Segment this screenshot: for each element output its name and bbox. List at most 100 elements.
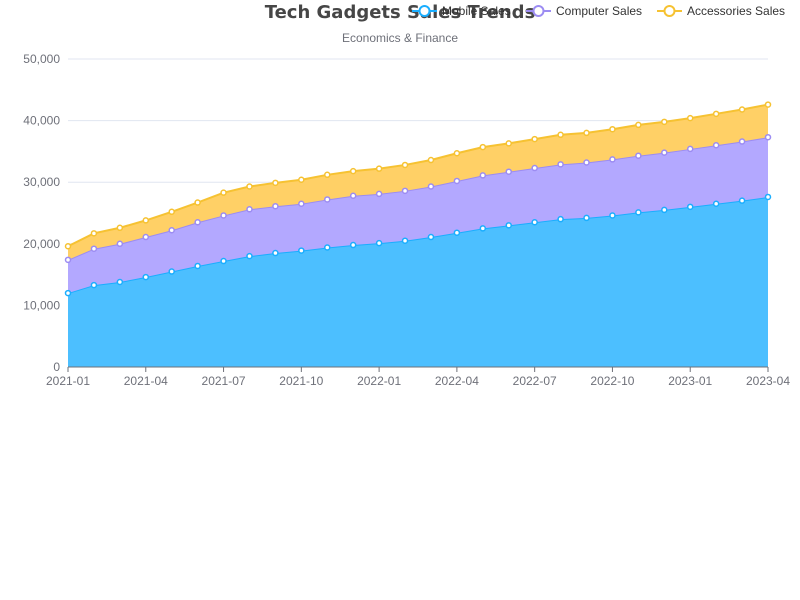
data-point[interactable] [401, 161, 409, 169]
data-point[interactable] [686, 114, 694, 122]
data-point[interactable] [246, 183, 253, 190]
data-point[interactable] [64, 256, 72, 264]
data-point[interactable] [583, 129, 590, 137]
legend-label: Accessories Sales [687, 4, 785, 18]
y-tick-label: 50,000 [23, 52, 60, 66]
data-point[interactable] [168, 208, 175, 216]
data-point[interactable] [220, 189, 227, 196]
data-point[interactable] [142, 233, 150, 241]
data-point[interactable] [609, 212, 616, 219]
data-point[interactable] [324, 244, 331, 251]
legend-label: Computer Sales [556, 4, 642, 18]
data-point[interactable] [686, 145, 694, 153]
data-point[interactable] [64, 243, 72, 250]
data-point[interactable] [220, 212, 227, 219]
data-point[interactable] [90, 230, 98, 237]
data-point[interactable] [64, 289, 72, 297]
data-point[interactable] [142, 217, 150, 224]
x-tick-label: 2021-07 [202, 374, 246, 388]
data-point[interactable] [764, 101, 772, 108]
data-point[interactable] [168, 226, 175, 234]
data-point[interactable] [531, 135, 538, 143]
data-point[interactable] [609, 125, 616, 133]
data-point[interactable] [635, 209, 642, 216]
data-point[interactable] [427, 156, 435, 164]
data-point[interactable] [116, 278, 124, 286]
data-point[interactable] [661, 149, 668, 156]
x-tick-label: 2021-10 [279, 374, 323, 388]
series-line-accessories-sales [67, 103, 769, 248]
data-point[interactable] [557, 161, 564, 168]
data-point[interactable] [738, 106, 746, 113]
data-point[interactable] [401, 237, 409, 244]
data-point[interactable] [90, 245, 98, 252]
data-point[interactable] [764, 133, 772, 141]
data-point[interactable] [142, 273, 150, 281]
data-point[interactable] [712, 200, 720, 208]
data-point[interactable] [427, 183, 435, 190]
data-point[interactable] [246, 252, 253, 260]
data-point[interactable] [324, 196, 331, 203]
legend-item-accessories-sales[interactable]: Accessories Sales [657, 4, 785, 18]
data-point[interactable] [298, 176, 305, 183]
data-point[interactable] [246, 206, 253, 213]
data-point[interactable] [531, 218, 538, 226]
data-point[interactable] [764, 193, 772, 201]
data-point[interactable] [427, 233, 435, 241]
data-point[interactable] [479, 225, 487, 232]
data-point[interactable] [375, 239, 383, 247]
data-point[interactable] [194, 199, 201, 206]
data-point[interactable] [738, 197, 746, 204]
legend-item-computer-sales[interactable]: Computer Sales [526, 4, 642, 18]
data-point[interactable] [453, 177, 461, 185]
data-point[interactable] [453, 229, 461, 236]
data-point[interactable] [557, 215, 564, 223]
data-point[interactable] [479, 172, 487, 179]
data-point[interactable] [505, 140, 512, 147]
data-point[interactable] [349, 241, 357, 249]
x-tick-label: 2022-01 [357, 374, 401, 388]
data-point[interactable] [635, 152, 642, 159]
y-axis: 0 10,000 20,000 30,000 40,000 50,000 [23, 52, 60, 374]
data-point[interactable] [661, 206, 668, 214]
data-point[interactable] [298, 200, 305, 208]
data-point[interactable] [738, 138, 746, 145]
data-point[interactable] [505, 222, 512, 229]
chart-subtitle: Economics & Finance [342, 31, 458, 45]
data-point[interactable] [272, 179, 279, 187]
data-point[interactable] [583, 214, 590, 222]
legend[interactable]: Mobile Sales Computer Sales Accessories Sa… [412, 4, 785, 18]
data-point[interactable] [712, 141, 720, 149]
data-point[interactable] [401, 187, 409, 195]
data-point[interactable] [661, 118, 668, 126]
data-point[interactable] [375, 190, 383, 198]
data-point[interactable] [712, 110, 720, 118]
data-point[interactable] [194, 218, 201, 226]
y-tick-label: 10,000 [23, 298, 60, 312]
data-point[interactable] [116, 240, 124, 248]
data-point[interactable] [272, 249, 279, 257]
data-point[interactable] [116, 224, 124, 232]
data-point[interactable] [90, 281, 98, 289]
data-point[interactable] [635, 121, 642, 129]
area-accessories-sales [68, 104, 768, 260]
data-point[interactable] [349, 167, 357, 175]
data-point[interactable] [686, 203, 694, 211]
data-point[interactable] [557, 131, 564, 139]
data-point[interactable] [168, 268, 175, 275]
data-point[interactable] [194, 262, 201, 270]
point-layer [64, 101, 772, 297]
data-point[interactable] [479, 143, 487, 151]
data-point[interactable] [220, 257, 227, 265]
data-point[interactable] [375, 165, 383, 172]
data-point[interactable] [609, 156, 616, 163]
data-point[interactable] [453, 149, 461, 157]
data-point[interactable] [324, 171, 331, 179]
data-point[interactable] [505, 168, 512, 175]
data-point[interactable] [583, 159, 590, 166]
data-point[interactable] [298, 247, 305, 254]
data-point[interactable] [531, 164, 538, 172]
legend-item-mobile-sales[interactable]: Mobile Sales [412, 4, 511, 18]
data-point[interactable] [349, 192, 357, 200]
data-point[interactable] [272, 202, 279, 210]
